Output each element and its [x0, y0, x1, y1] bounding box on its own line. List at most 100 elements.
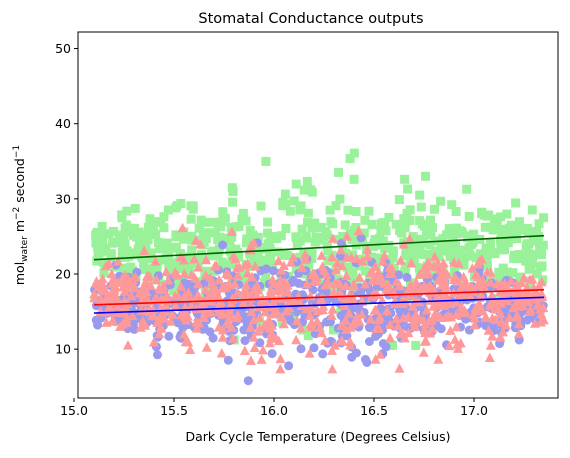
data-point [246, 306, 257, 317]
data-point [464, 211, 474, 221]
data-point [485, 267, 496, 277]
data-point [282, 286, 293, 296]
data-point [208, 266, 218, 276]
data-point [238, 276, 248, 286]
data-point [496, 317, 507, 327]
data-point [175, 264, 185, 274]
data-point [469, 312, 480, 323]
data-point [221, 235, 231, 244]
data-point [225, 246, 235, 256]
data-point [265, 246, 275, 256]
data-point [394, 363, 405, 373]
data-point [185, 344, 196, 354]
data-point [186, 201, 196, 211]
data-point [519, 294, 530, 305]
data-point [127, 310, 138, 321]
data-point [345, 154, 355, 164]
data-point [165, 316, 176, 326]
data-point [472, 305, 483, 315]
data-point [307, 223, 317, 233]
data-point [231, 222, 241, 232]
data-point [495, 224, 505, 234]
data-point [301, 231, 311, 241]
data-point [110, 282, 121, 292]
data-point [375, 312, 386, 322]
data-point [307, 249, 317, 259]
data-point [193, 256, 203, 266]
data-point [265, 251, 275, 261]
data-point [300, 254, 311, 264]
data-point [410, 309, 421, 319]
data-point [355, 254, 365, 264]
data-point [414, 263, 424, 273]
data-point [137, 230, 147, 240]
data-point [208, 288, 219, 298]
data-point [513, 295, 523, 305]
data-point [490, 303, 500, 314]
data-point [446, 311, 457, 322]
data-point [265, 284, 276, 295]
data-point [183, 337, 194, 347]
data-point [462, 184, 472, 194]
data-point [292, 315, 302, 325]
data-point [384, 212, 394, 222]
data-point [356, 233, 366, 243]
data-point [234, 252, 243, 262]
data-point [450, 248, 460, 258]
data-point [421, 171, 430, 181]
data-point [214, 274, 225, 285]
data-point [156, 284, 167, 294]
data-point [175, 281, 186, 291]
data-point [532, 269, 542, 279]
data-point [173, 257, 183, 267]
data-point [99, 268, 109, 278]
data-point [296, 262, 307, 272]
data-point [189, 272, 200, 283]
data-point [438, 287, 449, 297]
data-point [431, 300, 442, 311]
data-point [291, 179, 301, 189]
data-point [512, 287, 523, 298]
data-point [239, 345, 250, 355]
data-point [469, 319, 480, 330]
data-point [200, 284, 211, 295]
data-point [498, 263, 508, 273]
x-tick-label: 16.0 [260, 403, 288, 418]
data-point [419, 336, 430, 346]
data-point [322, 241, 332, 251]
data-point [438, 234, 448, 244]
data-point [467, 263, 478, 273]
data-point [176, 199, 186, 208]
data-point [162, 255, 172, 265]
data-point [190, 235, 201, 245]
data-point [230, 246, 240, 256]
data-point [406, 285, 417, 295]
data-point [93, 252, 103, 262]
data-point [128, 266, 138, 275]
x-tick-label: 16.5 [360, 403, 388, 418]
data-point [506, 275, 516, 286]
data-point [407, 301, 418, 311]
data-point [426, 230, 436, 240]
data-point [276, 265, 287, 275]
data-point [217, 309, 228, 319]
data-point [302, 177, 312, 186]
data-point [418, 347, 429, 357]
data-point [284, 361, 294, 371]
data-point [500, 319, 511, 330]
data-point [278, 318, 289, 329]
data-point [330, 264, 341, 275]
data-point [456, 251, 466, 261]
data-point [498, 326, 508, 337]
data-point [341, 248, 351, 258]
data-point [316, 250, 327, 260]
data-point [245, 226, 255, 236]
data-point [123, 340, 133, 350]
data-point [263, 217, 273, 227]
data-point [297, 224, 307, 234]
data-point [458, 271, 469, 282]
data-point [351, 223, 361, 232]
data-point [419, 324, 430, 334]
data-point [191, 317, 202, 327]
y-axis-label: molwater m−2 second−1 [12, 145, 30, 285]
